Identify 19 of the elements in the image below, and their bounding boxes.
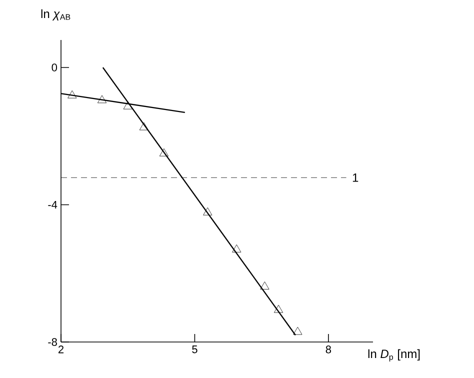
y-axis-title: ln χ$_{AB}$	[41, 9, 70, 20]
x-axis-title: ln D$_{p}$ [nm]	[368, 349, 420, 362]
point	[203, 207, 212, 216]
point	[274, 304, 284, 313]
y-tick-label: -4	[48, 200, 58, 209]
point	[232, 244, 242, 252]
y-tick-label: 0	[52, 64, 58, 72]
point	[260, 282, 270, 290]
point	[159, 148, 168, 156]
x-tick-label: 5	[192, 346, 198, 354]
point	[123, 101, 132, 110]
point	[139, 122, 148, 130]
x-tick-label: 2	[58, 346, 64, 354]
annotation: 1	[352, 174, 358, 182]
x-tick-label: 8	[326, 346, 331, 354]
point	[97, 95, 107, 104]
point	[293, 326, 302, 335]
point	[68, 90, 77, 98]
y-tick-label: -8	[48, 338, 57, 346]
